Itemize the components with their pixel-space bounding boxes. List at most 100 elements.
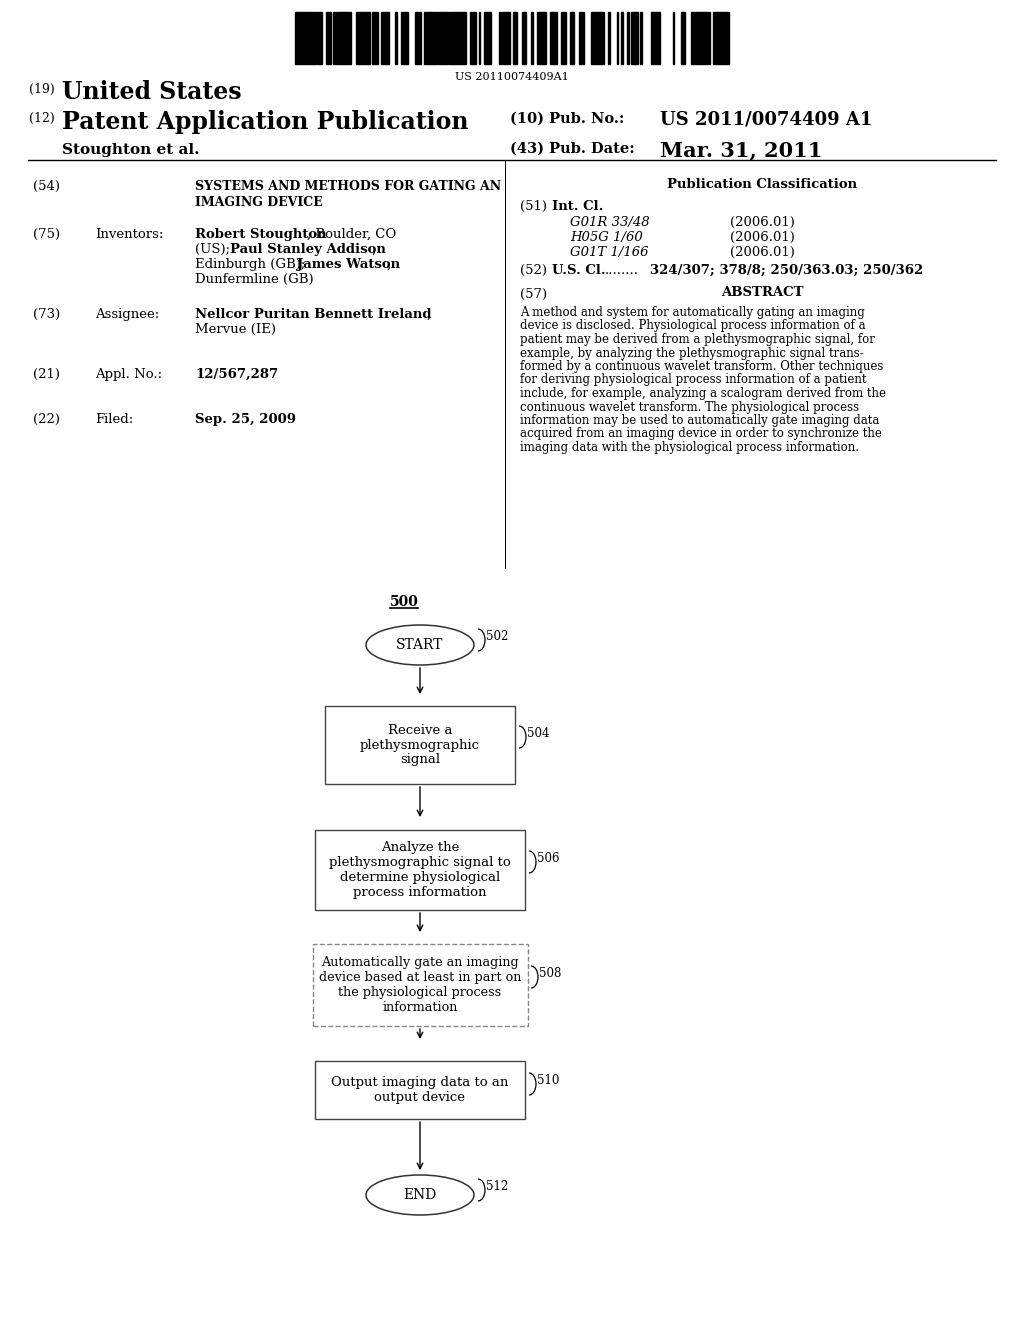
Text: Assignee:: Assignee: (95, 308, 160, 321)
Bar (358, 12, 360, 63)
Bar (364, 12, 368, 63)
Text: (43) Pub. Date:: (43) Pub. Date: (510, 143, 635, 156)
Bar (591, 12, 593, 63)
Text: U.S. Cl.: U.S. Cl. (552, 264, 605, 277)
Text: Stoughton et al.: Stoughton et al. (62, 143, 200, 157)
Text: (52): (52) (520, 264, 547, 277)
Bar (333, 12, 335, 63)
Text: 512: 512 (486, 1180, 508, 1193)
Bar (522, 12, 526, 63)
Bar (312, 12, 316, 63)
Bar (381, 12, 385, 63)
Text: (21): (21) (33, 368, 60, 381)
Text: IMAGING DEVICE: IMAGING DEVICE (195, 195, 323, 209)
Bar (458, 12, 462, 63)
Bar (309, 12, 312, 63)
Bar (356, 12, 358, 63)
Text: include, for example, analyzing a scalogram derived from the: include, for example, analyzing a scalog… (520, 387, 886, 400)
Bar (341, 12, 343, 63)
Bar (299, 12, 302, 63)
Bar (513, 12, 517, 63)
Bar (552, 12, 556, 63)
Text: Automatically gate an imaging
device based at least in part on
the physiological: Automatically gate an imaging device bas… (318, 956, 521, 1014)
Bar (295, 12, 299, 63)
Text: 12/567,287: 12/567,287 (195, 368, 279, 381)
Bar (718, 12, 720, 63)
Bar (691, 12, 693, 63)
Bar (640, 12, 642, 63)
Bar (474, 12, 476, 63)
Bar (703, 12, 706, 63)
Text: ........: ........ (605, 264, 639, 277)
Bar (627, 12, 629, 63)
Text: H05G 1/60: H05G 1/60 (570, 231, 643, 244)
Bar (462, 12, 466, 63)
Text: Dunfermline (GB): Dunfermline (GB) (195, 273, 313, 286)
Text: ,: , (387, 257, 391, 271)
Bar (706, 12, 708, 63)
Bar (431, 12, 434, 63)
Text: G01R 33/48: G01R 33/48 (570, 216, 649, 228)
Text: Mar. 31, 2011: Mar. 31, 2011 (660, 140, 822, 160)
Bar (347, 12, 351, 63)
Text: example, by analyzing the plethysmographic signal trans-: example, by analyzing the plethysmograph… (520, 346, 864, 359)
Text: A method and system for automatically gating an imaging: A method and system for automatically ga… (520, 306, 864, 319)
Bar (454, 12, 457, 63)
Bar (656, 12, 659, 63)
Text: Mervue (IE): Mervue (IE) (195, 323, 276, 337)
Text: James Watson: James Watson (297, 257, 400, 271)
Bar (360, 12, 364, 63)
Bar (424, 12, 427, 63)
Text: device is disclosed. Physiological process information of a: device is disclosed. Physiological proce… (520, 319, 865, 333)
Bar (374, 12, 378, 63)
Bar (470, 12, 474, 63)
Text: (75): (75) (33, 228, 60, 242)
Text: Robert Stoughton: Robert Stoughton (195, 228, 327, 242)
Bar (302, 12, 306, 63)
Text: (2006.01): (2006.01) (730, 246, 795, 259)
Bar (537, 12, 539, 63)
Bar (631, 12, 634, 63)
Bar (417, 12, 421, 63)
Text: END: END (403, 1188, 436, 1203)
Bar (325, 706, 515, 784)
Bar (306, 12, 308, 63)
Bar (652, 12, 656, 63)
Bar (697, 12, 700, 63)
Text: US 20110074409A1: US 20110074409A1 (455, 73, 569, 82)
Text: 324/307; 378/8; 250/363.03; 250/362: 324/307; 378/8; 250/363.03; 250/362 (650, 264, 924, 277)
Text: United States: United States (62, 81, 242, 104)
Text: 510: 510 (537, 1074, 559, 1086)
Bar (485, 12, 489, 63)
Bar (435, 12, 437, 63)
Text: patient may be derived from a plethysmographic signal, for: patient may be derived from a plethysmog… (520, 333, 874, 346)
Text: 508: 508 (539, 968, 561, 979)
Text: (2006.01): (2006.01) (730, 231, 795, 244)
Text: SYSTEMS AND METHODS FOR GATING AN: SYSTEMS AND METHODS FOR GATING AN (195, 180, 501, 193)
Text: ,: , (427, 308, 431, 321)
Text: Appl. No.:: Appl. No.: (95, 368, 162, 381)
Bar (326, 12, 330, 63)
Text: continuous wavelet transform. The physiological process: continuous wavelet transform. The physio… (520, 400, 859, 413)
Text: ABSTRACT: ABSTRACT (721, 286, 803, 300)
Bar (315, 1061, 525, 1119)
Bar (444, 12, 449, 63)
Bar (415, 12, 417, 63)
Bar (343, 12, 346, 63)
Text: for deriving physiological process information of a patient: for deriving physiological process infor… (520, 374, 866, 387)
Bar (318, 12, 322, 63)
Text: (57): (57) (520, 288, 547, 301)
Bar (452, 12, 454, 63)
Text: Filed:: Filed: (95, 413, 133, 426)
Bar (372, 12, 374, 63)
Text: (US);: (US); (195, 243, 234, 256)
Text: Sep. 25, 2009: Sep. 25, 2009 (195, 413, 296, 426)
Bar (700, 12, 702, 63)
Text: (54): (54) (33, 180, 60, 193)
Bar (722, 12, 726, 63)
Text: START: START (396, 638, 443, 652)
Bar (385, 12, 388, 63)
Text: (10) Pub. No.:: (10) Pub. No.: (510, 112, 625, 125)
Text: 506: 506 (537, 851, 559, 865)
Text: Publication Classification: Publication Classification (667, 178, 857, 191)
